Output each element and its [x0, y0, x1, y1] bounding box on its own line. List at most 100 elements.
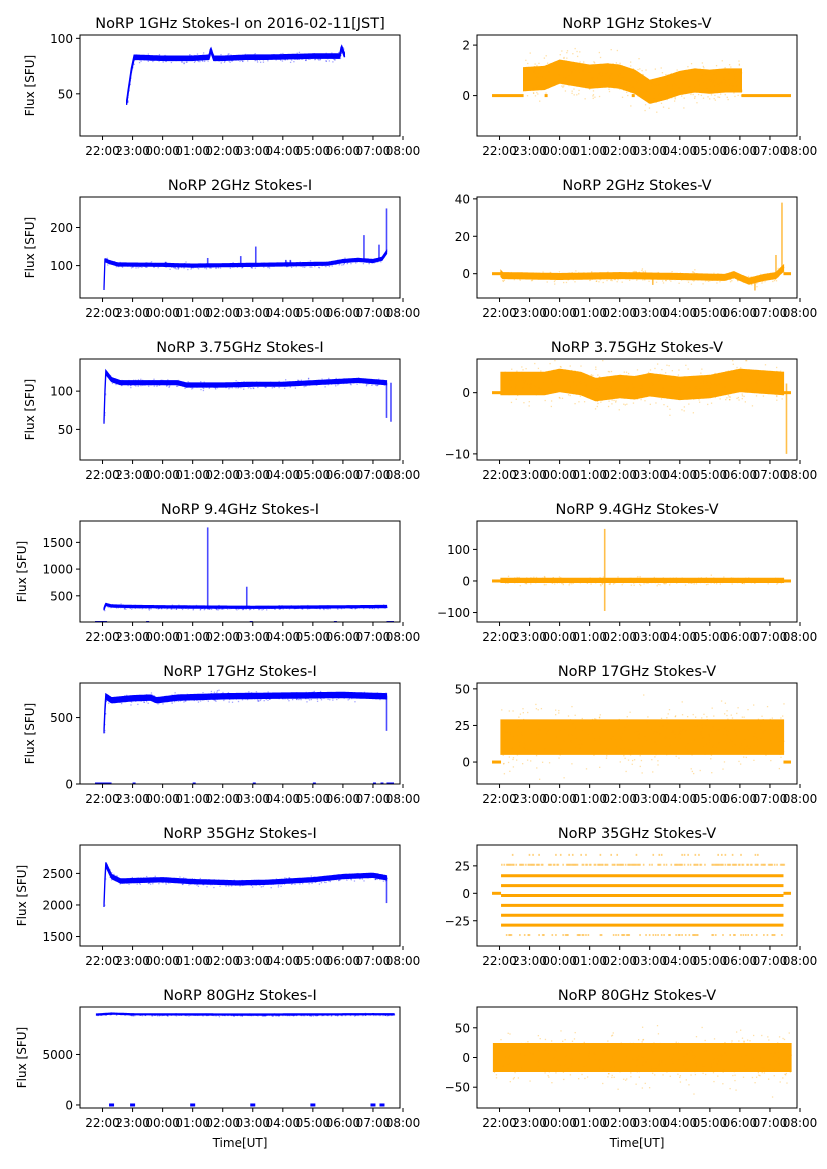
data-point [201, 59, 203, 62]
data-point [539, 721, 541, 723]
zero-segment [741, 94, 791, 98]
data-point [347, 606, 349, 608]
data-point [124, 607, 126, 609]
data-point [539, 274, 541, 276]
data-point [222, 606, 224, 608]
data-point [551, 582, 553, 584]
data-point [204, 608, 206, 610]
data-point [183, 267, 185, 269]
data-point [549, 276, 552, 278]
data-point [614, 278, 617, 281]
data-point [508, 383, 510, 385]
data-point [699, 80, 702, 82]
data-point [769, 581, 771, 583]
data-point [189, 605, 191, 607]
data-point [501, 276, 503, 279]
data-point [149, 607, 151, 609]
data-point [711, 579, 713, 581]
data-point [684, 584, 687, 586]
data-point [222, 691, 224, 694]
data-point [606, 76, 608, 78]
data-point [550, 405, 552, 408]
data-point [349, 380, 351, 382]
data-point [774, 278, 777, 280]
data-point [659, 378, 662, 380]
data-point [747, 281, 750, 283]
data-point [604, 397, 607, 399]
data-point [527, 581, 530, 583]
data-point [560, 581, 562, 584]
data-point [111, 261, 113, 263]
data-point [228, 53, 230, 55]
data-point [769, 274, 771, 276]
data-point [152, 382, 154, 384]
data-point [553, 274, 555, 276]
data-point [232, 384, 235, 386]
data-point [594, 579, 597, 581]
data-point [278, 55, 280, 57]
data-point [224, 265, 227, 267]
data-point [162, 61, 164, 63]
data-point [229, 386, 231, 389]
data-point [224, 697, 226, 700]
data-point [383, 256, 385, 258]
data-point [309, 260, 312, 262]
data-point [177, 382, 179, 384]
data-point [171, 605, 173, 607]
data-point [293, 61, 295, 63]
data-point [147, 53, 149, 55]
data-point [235, 55, 238, 57]
data-point [368, 696, 371, 699]
data-point [118, 606, 120, 608]
data-point [346, 382, 348, 385]
data-point [746, 281, 749, 283]
data-point [718, 273, 720, 276]
data-point [536, 277, 538, 280]
data-point [289, 386, 292, 388]
data-point [295, 56, 298, 59]
data-point [321, 264, 323, 266]
data-point [186, 606, 188, 608]
data-point [747, 730, 749, 732]
data-point [373, 383, 375, 385]
data-point [137, 606, 140, 608]
data-point [645, 740, 648, 743]
x-tick-label: 06:00 [723, 306, 758, 320]
data-point [258, 606, 260, 608]
data-point [630, 81, 632, 83]
data-point [278, 380, 280, 383]
data-point [165, 264, 167, 267]
data-point [109, 260, 111, 262]
data-point [515, 580, 517, 582]
data-point [169, 57, 171, 59]
data-point [630, 395, 632, 397]
data-point [323, 608, 325, 611]
data-point [270, 607, 272, 609]
data-point [323, 381, 325, 383]
data-point [694, 276, 696, 278]
data-point [710, 751, 712, 754]
data-point [178, 265, 180, 267]
data-point [320, 606, 323, 608]
data-point [687, 83, 689, 85]
data-point [346, 263, 348, 265]
data-point [283, 57, 285, 59]
data-point [271, 695, 273, 697]
data-point [137, 57, 139, 60]
data-point [258, 265, 260, 267]
data-point [251, 57, 253, 60]
data-point [244, 57, 247, 59]
data-point [158, 606, 160, 609]
data-point [212, 266, 214, 268]
data-point [337, 259, 339, 262]
data-point [753, 579, 756, 582]
data-point [240, 696, 243, 698]
data-point [250, 266, 253, 269]
data-point [697, 93, 700, 96]
data-point [132, 697, 135, 699]
data-point [131, 381, 133, 383]
data-point [617, 576, 619, 578]
x-tick-label: 22:00 [482, 144, 517, 158]
data-point [574, 281, 576, 283]
data-point [564, 580, 566, 582]
